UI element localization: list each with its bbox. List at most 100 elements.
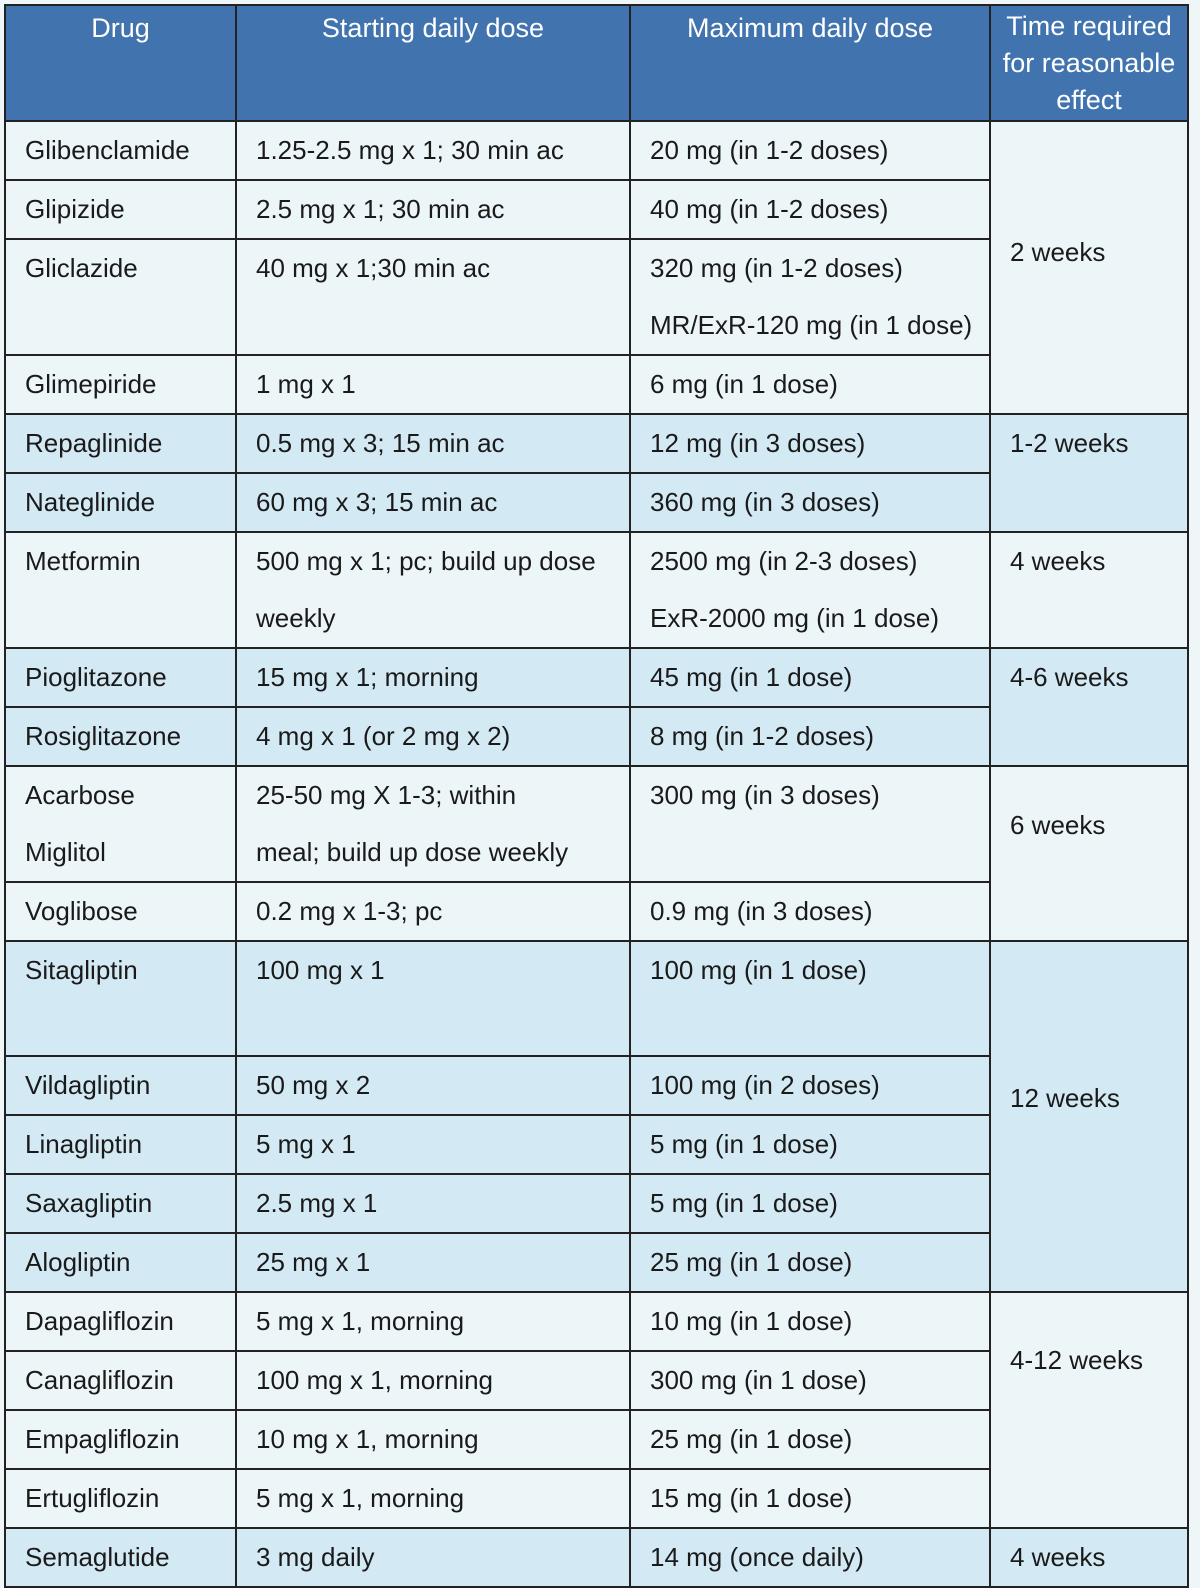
time-label: 12 weeks [1010,1083,1120,1113]
drug-cell: Glipizide [4,179,237,240]
max-dose-cell: 14 mg (once daily) [629,1527,991,1588]
max-dose-cell: 12 mg (in 3 doses) [629,413,991,474]
max-dose-cell: 300 mg (in 1 dose) [629,1350,991,1411]
time-cell: 4-6 weeks [989,647,1189,767]
table-row: Glipizide 2.5 mg x 1; 30 min ac 40 mg (i… [4,179,1188,240]
max-dose-cell: 300 mg (in 3 doses) [629,765,991,883]
start-dose-cell: 25-50 mg X 1-3; within meal; build up do… [235,765,631,883]
max-dose-cell: 6 mg (in 1 dose) [629,354,991,415]
start-dose-line: 500 mg x 1; pc; build up dose [256,546,596,576]
max-dose-cell: 8 mg (in 1-2 doses) [629,706,991,767]
drug-cell: Pioglitazone [4,647,237,708]
table-row: Voglibose 0.2 mg x 1-3; pc 0.9 mg (in 3 … [4,881,1188,942]
table-row: Gliclazide 40 mg x 1;30 min ac 320 mg (i… [4,238,1188,356]
start-dose-cell: 100 mg x 1 [235,940,631,1057]
max-dose-cell: 25 mg (in 1 dose) [629,1409,991,1470]
table-row: Vildagliptin 50 mg x 2 100 mg (in 2 dose… [4,1055,1188,1116]
start-dose-line: 25-50 mg X 1-3; within [256,780,517,810]
time-cell: 12 weeks [989,940,1189,1293]
drug-cell: Voglibose [4,881,237,942]
start-dose-cell: 15 mg x 1; morning [235,647,631,708]
max-dose-cell: 320 mg (in 1-2 doses) MR/ExR-120 mg (in … [629,238,991,356]
table-row: Glimepiride 1 mg x 1 6 mg (in 1 dose) [4,354,1188,415]
header-starting-dose: Starting daily dose [235,4,631,122]
time-cell: 4 weeks [989,1527,1189,1588]
drug-cell: Ertugliflozin [4,1468,237,1529]
start-dose-cell: 1 mg x 1 [235,354,631,415]
drug-cell: Gliclazide [4,238,237,356]
drug-cell: Repaglinide [4,413,237,474]
drug-cell: Canagliflozin [4,1350,237,1411]
header-time-required: Time required for reasonable effect [989,4,1189,122]
start-dose-cell: 0.2 mg x 1-3; pc [235,881,631,942]
start-dose-cell: 4 mg x 1 (or 2 mg x 2) [235,706,631,767]
max-dose-cell: 40 mg (in 1-2 doses) [629,179,991,240]
drug-name: Acarbose [25,780,135,810]
time-cell: 4 weeks [989,531,1189,649]
start-dose-cell: 2.5 mg x 1 [235,1173,631,1234]
start-dose-cell: 50 mg x 2 [235,1055,631,1116]
drug-cell: Saxagliptin [4,1173,237,1234]
time-label: 2 weeks [1010,237,1106,267]
max-dose-cell: 100 mg (in 1 dose) [629,940,991,1057]
start-dose-cell: 500 mg x 1; pc; build up dose weekly [235,531,631,649]
time-label: 6 weeks [1010,810,1106,840]
start-dose-cell: 40 mg x 1;30 min ac [235,238,631,356]
start-dose-cell: 100 mg x 1, morning [235,1350,631,1411]
start-dose-cell: 60 mg x 3; 15 min ac [235,472,631,533]
start-dose-cell: 0.5 mg x 3; 15 min ac [235,413,631,474]
start-dose-cell: 2.5 mg x 1; 30 min ac [235,179,631,240]
table-row: Alogliptin 25 mg x 1 25 mg (in 1 dose) [4,1232,1188,1293]
table-row: Glibenclamide 1.25-2.5 mg x 1; 30 min ac… [4,120,1189,415]
time-label: 4-12 weeks [1010,1344,1143,1375]
table-row: Canagliflozin 100 mg x 1, morning 300 mg… [4,1350,1188,1411]
table-row: Acarbose Miglitol 25-50 mg X 1-3; within… [4,765,1189,942]
max-dose-line-2: MR/ExR-120 mg (in 1 dose) [650,310,973,340]
time-cell: 4-12 weeks [989,1291,1189,1529]
table-row: Sitagliptin 100 mg x 1 100 mg (in 1 dose… [4,940,1189,1293]
drug-cell: Glimepiride [4,354,237,415]
drug-cell: Acarbose Miglitol [4,765,237,883]
table-row: Semaglutide 3 mg daily 14 mg (once daily… [4,1527,1189,1588]
table-row: Linagliptin 5 mg x 1 5 mg (in 1 dose) [4,1114,1188,1175]
drug-cell: Linagliptin [4,1114,237,1175]
header-row: Drug Starting daily dose Maximum daily d… [4,4,1189,122]
table-row: Rosiglitazone 4 mg x 1 (or 2 mg x 2) 8 m… [4,706,1188,767]
max-dose-cell: 45 mg (in 1 dose) [629,647,991,708]
max-dose-cell: 10 mg (in 1 dose) [629,1291,991,1352]
table-row: Saxagliptin 2.5 mg x 1 5 mg (in 1 dose) [4,1173,1188,1234]
max-dose-line-2: ExR-2000 mg (in 1 dose) [650,603,940,633]
drug-cell: Nateglinide [4,472,237,533]
drug-cell: Alogliptin [4,1232,237,1293]
start-dose-line-2: meal; build up dose weekly [256,837,569,867]
drug-name-2: Miglitol [25,837,106,867]
start-dose-cell: 5 mg x 1, morning [235,1291,631,1352]
max-dose-cell: 20 mg (in 1-2 doses) [629,120,991,181]
max-dose-cell: 2500 mg (in 2-3 doses) ExR-2000 mg (in 1… [629,531,991,649]
table-row: Ertugliflozin 5 mg x 1, morning 15 mg (i… [4,1468,1188,1529]
time-cell: 1-2 weeks [989,413,1189,533]
start-dose-cell: 5 mg x 1, morning [235,1468,631,1529]
drug-dosing-table: Drug Starting daily dose Maximum daily d… [4,4,1189,1588]
max-dose-cell: 5 mg (in 1 dose) [629,1173,991,1234]
drug-cell: Metformin [4,531,237,649]
table-row: Empagliflozin 10 mg x 1, morning 25 mg (… [4,1409,1188,1470]
drug-cell: Dapagliflozin [4,1291,237,1352]
table-row: Metformin 500 mg x 1; pc; build up dose … [4,531,1189,649]
table-row: Dapagliflozin 5 mg x 1, morning 10 mg (i… [4,1291,1189,1529]
max-dose-cell: 15 mg (in 1 dose) [629,1468,991,1529]
start-dose-cell: 25 mg x 1 [235,1232,631,1293]
max-dose-cell: 0.9 mg (in 3 doses) [629,881,991,942]
drug-cell: Vildagliptin [4,1055,237,1116]
drug-cell: Rosiglitazone [4,706,237,767]
max-dose-cell: 100 mg (in 2 doses) [629,1055,991,1116]
time-cell: 6 weeks [989,765,1189,942]
drug-cell: Sitagliptin [4,940,237,1057]
header-drug: Drug [4,4,237,122]
start-dose-line-2: weekly [256,603,336,633]
max-dose-cell: 25 mg (in 1 dose) [629,1232,991,1293]
table-row: Pioglitazone 15 mg x 1; morning 45 mg (i… [4,647,1189,767]
table-row: Repaglinide 0.5 mg x 3; 15 min ac 12 mg … [4,413,1189,533]
max-dose-cell: 360 mg (in 3 doses) [629,472,991,533]
table-row: Nateglinide 60 mg x 3; 15 min ac 360 mg … [4,472,1188,533]
